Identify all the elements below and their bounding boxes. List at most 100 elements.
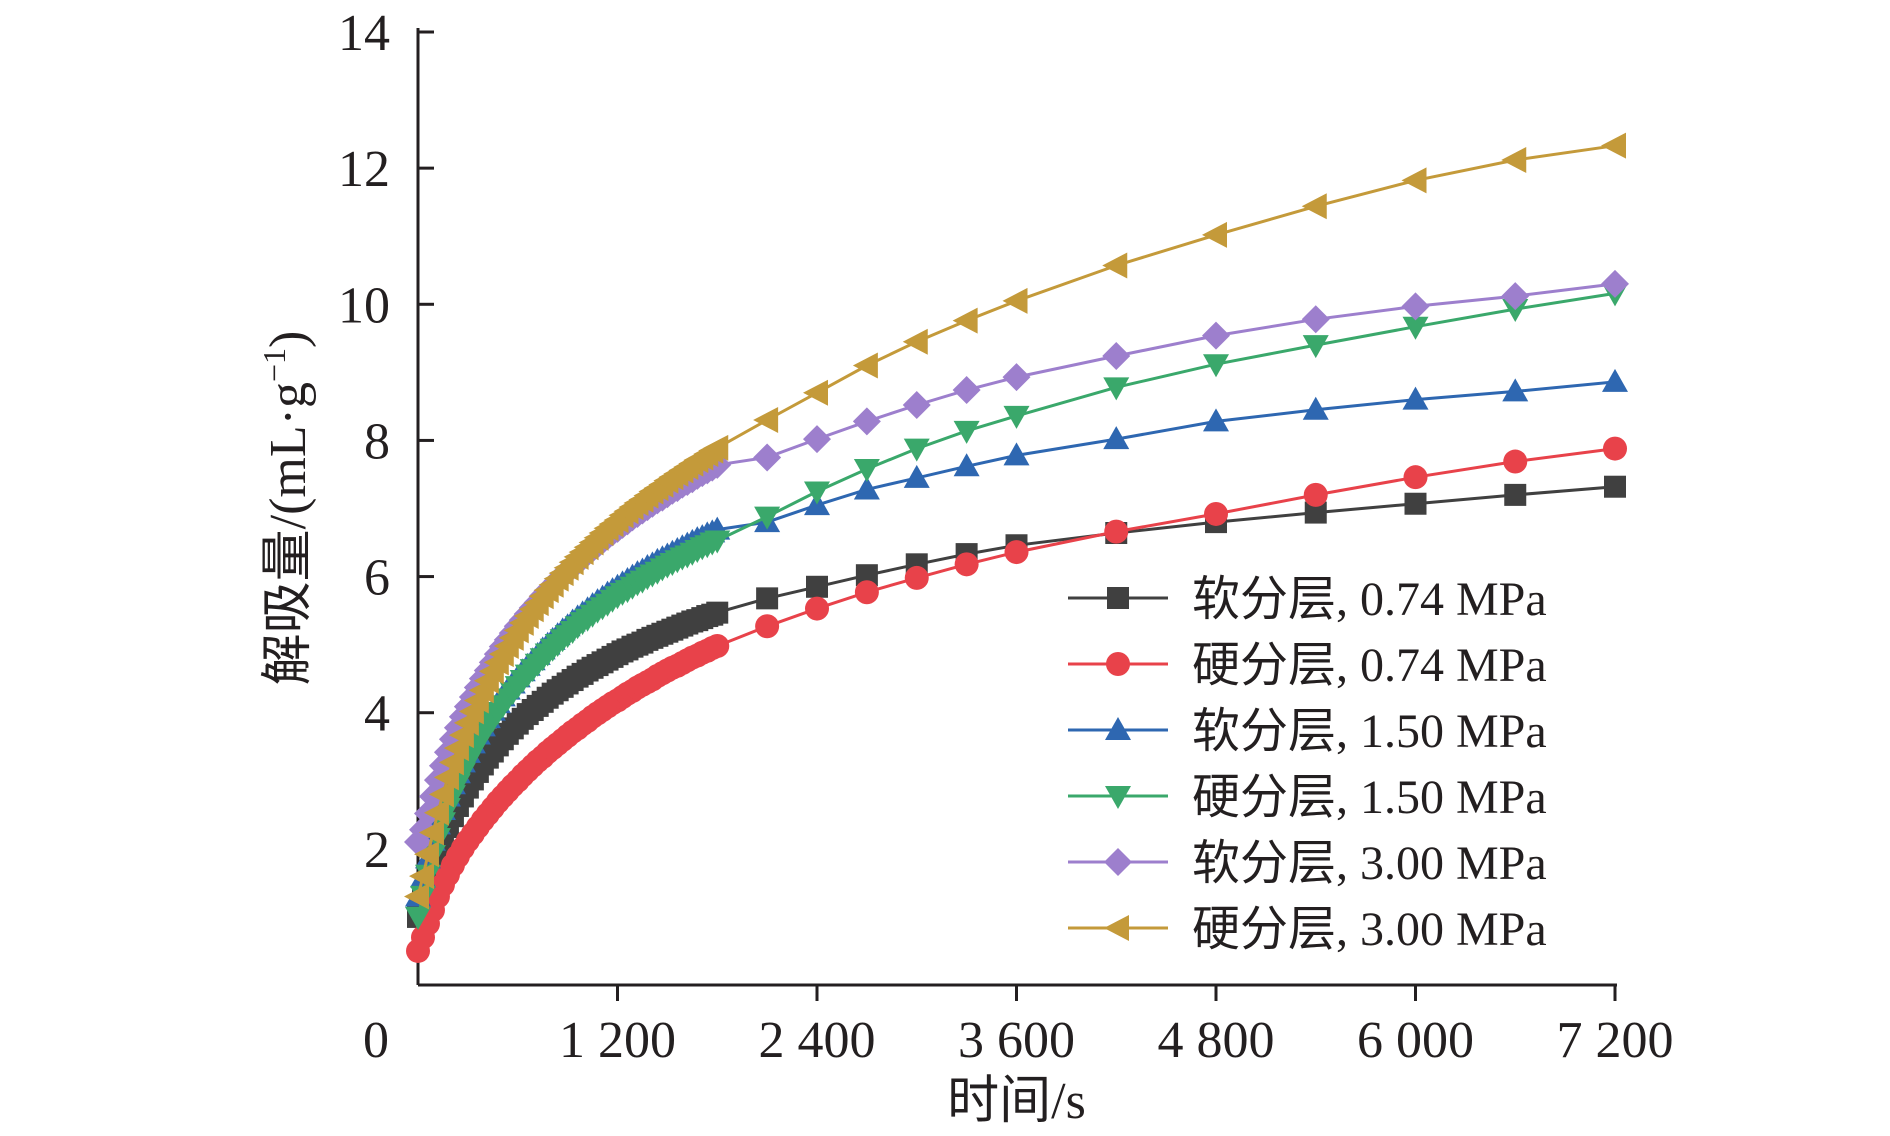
legend-label: 硬分层, 3.00 MPa — [1192, 903, 1547, 956]
series-6 — [404, 132, 1626, 910]
legend-item: 软分层, 1.50 MPa — [1068, 705, 1547, 758]
data-point — [1204, 501, 1228, 526]
legend-marker — [1106, 652, 1130, 676]
data-point — [1402, 316, 1429, 340]
data-point — [754, 506, 781, 530]
data-point — [1302, 396, 1329, 420]
legend-item: 硬分层, 1.50 MPa — [1068, 771, 1547, 824]
legend-label: 软分层, 0.74 MPa — [1192, 573, 1547, 626]
data-point — [1303, 482, 1328, 507]
y-tick-label: 4 — [364, 686, 390, 743]
data-point — [1002, 363, 1031, 392]
data-point — [803, 425, 831, 454]
legend-label: 硬分层, 1.50 MPa — [1192, 771, 1547, 824]
data-point — [1504, 483, 1527, 506]
data-point — [1203, 408, 1229, 432]
data-point — [1502, 299, 1529, 323]
data-point — [1002, 287, 1028, 314]
data-point — [1601, 269, 1629, 298]
y-axis-title: 解吸量/(mL·g−1) — [256, 331, 317, 686]
data-point — [753, 407, 779, 434]
x-axis-title: 时间/s — [947, 1073, 1086, 1130]
data-point — [433, 764, 459, 791]
data-point — [903, 438, 930, 462]
data-point — [852, 352, 878, 379]
data-point — [1003, 405, 1030, 429]
legend-marker — [1105, 717, 1131, 740]
data-point — [438, 749, 464, 776]
data-point — [902, 328, 928, 355]
x-tick-label: 2 400 — [759, 1012, 876, 1069]
data-point — [418, 819, 444, 846]
data-point — [853, 476, 880, 500]
data-point — [1502, 378, 1529, 402]
data-point — [1102, 342, 1131, 371]
data-point — [954, 552, 979, 577]
y-tick-label: 2 — [364, 822, 390, 879]
data-point — [1202, 321, 1230, 350]
data-point — [753, 443, 782, 472]
x-tick-label: 3 600 — [958, 1012, 1075, 1069]
data-point — [806, 575, 828, 598]
data-point — [855, 564, 878, 587]
data-point — [1402, 386, 1429, 410]
data-point — [1104, 519, 1129, 544]
data-point — [805, 596, 829, 621]
legend-item: 软分层, 3.00 MPa — [1068, 837, 1547, 890]
data-point — [852, 407, 881, 436]
legend-marker — [1107, 587, 1129, 609]
axes: 0 1 200 2 400 3 600 4 800 6 000 7 200 2 4 6 8 10 12 1… — [256, 5, 1674, 1130]
data-point — [854, 580, 879, 605]
data-point — [904, 565, 929, 590]
data-point — [704, 530, 731, 554]
legend-label: 软分层, 1.50 MPa — [1192, 705, 1547, 758]
data-point — [1404, 492, 1427, 515]
data-point — [755, 614, 780, 639]
data-point — [1202, 221, 1227, 248]
data-point — [804, 481, 830, 505]
series-layer — [404, 132, 1629, 963]
data-point — [1503, 449, 1528, 474]
data-point — [1401, 167, 1427, 194]
data-point — [1603, 436, 1627, 461]
series-3 — [405, 368, 1628, 907]
legend-label: 硬分层, 0.74 MPa — [1192, 639, 1547, 692]
data-point — [404, 883, 429, 910]
data-point — [756, 587, 779, 610]
data-point — [1602, 368, 1628, 392]
legend-item: 硬分层, 0.74 MPa — [1068, 639, 1547, 692]
data-point — [1601, 132, 1626, 159]
y-tick-label: 10 — [338, 277, 390, 334]
data-point — [1304, 501, 1327, 524]
legend: 软分层, 0.74 MPa 硬分层, 0.74 MPa 软分层, 1.50 MPa 硬… — [1068, 573, 1547, 956]
data-point — [423, 799, 449, 826]
data-point — [703, 434, 729, 461]
data-point — [705, 634, 730, 659]
legend-item: 软分层, 0.74 MPa — [1068, 573, 1547, 626]
x-tick-label: 6 000 — [1357, 1012, 1474, 1069]
data-point — [1003, 442, 1030, 466]
data-point — [1102, 252, 1128, 279]
data-point — [1103, 426, 1130, 450]
data-point — [1604, 475, 1626, 498]
series-2 — [406, 436, 1627, 963]
data-point — [952, 307, 978, 334]
data-point — [1501, 146, 1527, 173]
data-point — [408, 863, 434, 890]
legend-marker — [1104, 915, 1129, 941]
legend-marker — [1104, 848, 1132, 876]
data-point — [1301, 305, 1330, 334]
data-point — [953, 453, 980, 477]
data-point — [1301, 193, 1327, 220]
legend-label: 软分层, 3.00 MPa — [1192, 837, 1547, 890]
y-tick-label: 14 — [338, 5, 390, 62]
data-point — [1103, 377, 1130, 401]
legend-item: 硬分层, 3.00 MPa — [1068, 903, 1547, 956]
data-point — [902, 391, 931, 420]
x-tick-label: 4 800 — [1158, 1012, 1275, 1069]
data-point — [953, 420, 980, 444]
data-point — [903, 464, 930, 488]
data-point — [952, 376, 981, 405]
data-point — [428, 781, 454, 808]
